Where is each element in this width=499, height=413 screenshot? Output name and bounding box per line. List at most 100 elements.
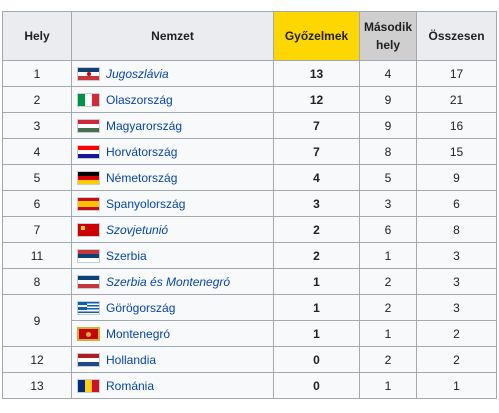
nation-link[interactable]: Szovjetunió xyxy=(106,222,169,237)
rank-cell: 8 xyxy=(2,268,72,295)
italy-flag-icon xyxy=(77,92,100,107)
croatia-flag-icon xyxy=(77,144,100,159)
total-cell: 6 xyxy=(416,190,498,217)
table-row: 8 Szerbia és Montenegró 1 2 3 xyxy=(2,268,498,295)
nation-link[interactable]: Románia xyxy=(106,378,155,393)
nation-cell: Románia xyxy=(71,372,274,399)
total-cell: 21 xyxy=(416,86,498,113)
greece-flag-icon xyxy=(77,300,100,315)
table-row: 4 Horvátország 7 8 15 xyxy=(2,138,498,165)
nation-cell: Németország xyxy=(71,164,274,191)
total-cell: 3 xyxy=(416,242,498,269)
serbia-flag-icon xyxy=(77,248,100,263)
soviet-union-flag-icon xyxy=(77,222,100,237)
wins-cell: 2 xyxy=(273,242,360,269)
nation-cell: Hollandia xyxy=(71,346,274,373)
wins-cell: 1 xyxy=(273,320,360,347)
table-row: 13 Románia 0 1 1 xyxy=(2,372,498,399)
second-place-cell: 6 xyxy=(358,216,418,243)
wins-cell: 0 xyxy=(273,372,360,399)
hungary-flag-icon xyxy=(77,118,100,133)
header-total[interactable]: Összesen xyxy=(416,11,498,61)
second-place-cell: 1 xyxy=(358,242,418,269)
nation-link[interactable]: Hollandia xyxy=(106,352,157,367)
nation-link[interactable]: Spanyolország xyxy=(106,196,186,211)
wins-cell: 12 xyxy=(273,86,360,113)
rank-cell: 4 xyxy=(2,138,72,165)
rank-cell: 2 xyxy=(2,86,72,113)
second-place-cell: 3 xyxy=(358,190,418,217)
second-place-cell: 9 xyxy=(358,112,418,139)
nation-link[interactable]: Horvátország xyxy=(106,144,178,159)
rank-cell: 13 xyxy=(2,372,72,399)
rank-cell: 7 xyxy=(2,216,72,243)
rank-cell: 3 xyxy=(2,112,72,139)
nation-cell: Magyarország xyxy=(71,112,274,139)
header-wins[interactable]: Győzelmek xyxy=(273,11,360,61)
nation-link[interactable]: Németország xyxy=(106,170,178,185)
total-cell: 15 xyxy=(416,138,498,165)
romania-flag-icon xyxy=(77,378,100,393)
nation-cell: Horvátország xyxy=(71,138,274,165)
table-row: 12 Hollandia 0 2 2 xyxy=(2,346,498,373)
header-row: Hely Nemzet Győzelmek Második hely Össze… xyxy=(2,11,498,61)
wins-cell: 4 xyxy=(273,164,360,191)
nation-link[interactable]: Magyarország xyxy=(106,118,183,133)
table-row: 9 Görögország 1 2 3 xyxy=(2,294,498,347)
wins-cell: 13 xyxy=(273,60,360,87)
total-cell: 3 xyxy=(416,294,498,321)
nation-cell: Görögország xyxy=(71,294,274,321)
spain-flag-icon xyxy=(77,196,100,211)
total-cell: 3 xyxy=(416,268,498,295)
nation-cell: Olaszország xyxy=(71,86,274,113)
wins-cell: 3 xyxy=(273,190,360,217)
second-place-cell: 8 xyxy=(358,138,418,165)
table-row: 5 Németország 4 5 9 xyxy=(2,164,498,191)
second-place-cell: 1 xyxy=(358,320,418,347)
second-place-cell: 2 xyxy=(358,268,418,295)
nation-cell: Montenegró xyxy=(71,320,274,347)
total-cell: 2 xyxy=(416,346,498,373)
second-place-cell: 9 xyxy=(358,86,418,113)
table-row: 11 Szerbia 2 1 3 xyxy=(2,242,498,269)
nation-link[interactable]: Montenegró xyxy=(106,326,171,341)
second-place-cell: 4 xyxy=(358,60,418,87)
wins-cell: 2 xyxy=(273,216,360,243)
rank-cell: 1 xyxy=(2,60,72,87)
netherlands-flag-icon xyxy=(77,352,100,367)
total-cell: 2 xyxy=(416,320,498,347)
nation-link[interactable]: Szerbia és Montenegró xyxy=(106,274,231,289)
nation-cell: Szerbia és Montenegró xyxy=(71,268,274,295)
nation-link[interactable]: Jugoszlávia xyxy=(106,66,169,81)
header-rank[interactable]: Hely xyxy=(2,11,72,61)
montenegro-flag-icon xyxy=(77,326,100,341)
wins-cell: 1 xyxy=(273,268,360,295)
header-nation[interactable]: Nemzet xyxy=(71,11,274,61)
total-cell: 16 xyxy=(416,112,498,139)
medal-table: Hely Nemzet Győzelmek Második hely Össze… xyxy=(2,11,498,399)
total-cell: 1 xyxy=(416,372,498,399)
nation-link[interactable]: Görögország xyxy=(106,300,176,315)
wins-cell: 1 xyxy=(273,294,360,321)
nation-cell: Szerbia xyxy=(71,242,274,269)
total-cell: 17 xyxy=(416,60,498,87)
wins-cell: 7 xyxy=(273,138,360,165)
second-place-cell: 2 xyxy=(358,346,418,373)
nation-link[interactable]: Olaszország xyxy=(106,92,173,107)
header-second-place[interactable]: Második hely xyxy=(358,11,418,61)
rank-cell: 5 xyxy=(2,164,72,191)
second-place-cell: 1 xyxy=(358,372,418,399)
nation-cell: Jugoszlávia xyxy=(71,60,274,87)
yugoslavia-flag-icon xyxy=(77,66,100,81)
rank-cell: 11 xyxy=(2,242,72,269)
nation-link[interactable]: Szerbia xyxy=(106,248,147,263)
table-row: 7 Szovjetunió 2 6 8 xyxy=(2,216,498,243)
rank-cell: 9 xyxy=(2,294,72,347)
table-row: 1 Jugoszlávia 13 4 17 xyxy=(2,60,498,87)
table-row: 2 Olaszország 12 9 21 xyxy=(2,86,498,113)
total-cell: 9 xyxy=(416,164,498,191)
rank-cell: 12 xyxy=(2,346,72,373)
second-place-cell: 2 xyxy=(358,294,418,321)
serbia-montenegro-flag-icon xyxy=(77,274,100,289)
table-row: Montenegró 1 1 2 xyxy=(3,320,498,347)
